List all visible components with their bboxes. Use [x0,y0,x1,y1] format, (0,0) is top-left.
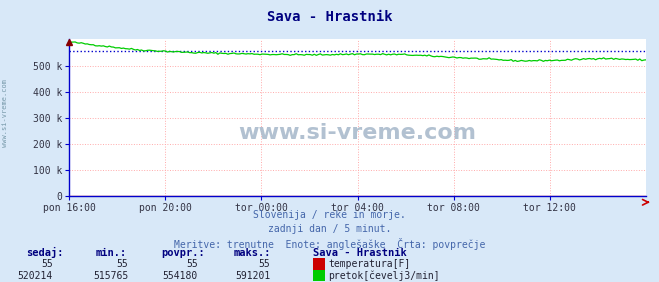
Text: 554180: 554180 [163,271,198,281]
Text: 55: 55 [186,259,198,269]
Text: Sava - Hrastnik: Sava - Hrastnik [267,10,392,24]
Text: povpr.:: povpr.: [161,248,205,258]
Text: 55: 55 [258,259,270,269]
Text: 520214: 520214 [18,271,53,281]
Text: 591201: 591201 [235,271,270,281]
Text: 55: 55 [117,259,129,269]
Text: 515765: 515765 [94,271,129,281]
Text: Slovenija / reke in morje.: Slovenija / reke in morje. [253,210,406,220]
Text: Sava - Hrastnik: Sava - Hrastnik [313,248,407,258]
Text: www.si-vreme.com: www.si-vreme.com [239,124,476,143]
Text: min.:: min.: [96,248,127,258]
Text: maks.:: maks.: [234,248,272,258]
Text: 55: 55 [41,259,53,269]
Text: Meritve: trenutne  Enote: anglešaške  Črta: povprečje: Meritve: trenutne Enote: anglešaške Črta… [174,238,485,250]
Text: pretok[čevelj3/min]: pretok[čevelj3/min] [328,271,440,281]
Text: sedaj:: sedaj: [26,247,64,258]
Text: zadnji dan / 5 minut.: zadnji dan / 5 minut. [268,224,391,234]
Text: temperatura[F]: temperatura[F] [328,259,411,269]
Text: www.si-vreme.com: www.si-vreme.com [2,79,9,147]
